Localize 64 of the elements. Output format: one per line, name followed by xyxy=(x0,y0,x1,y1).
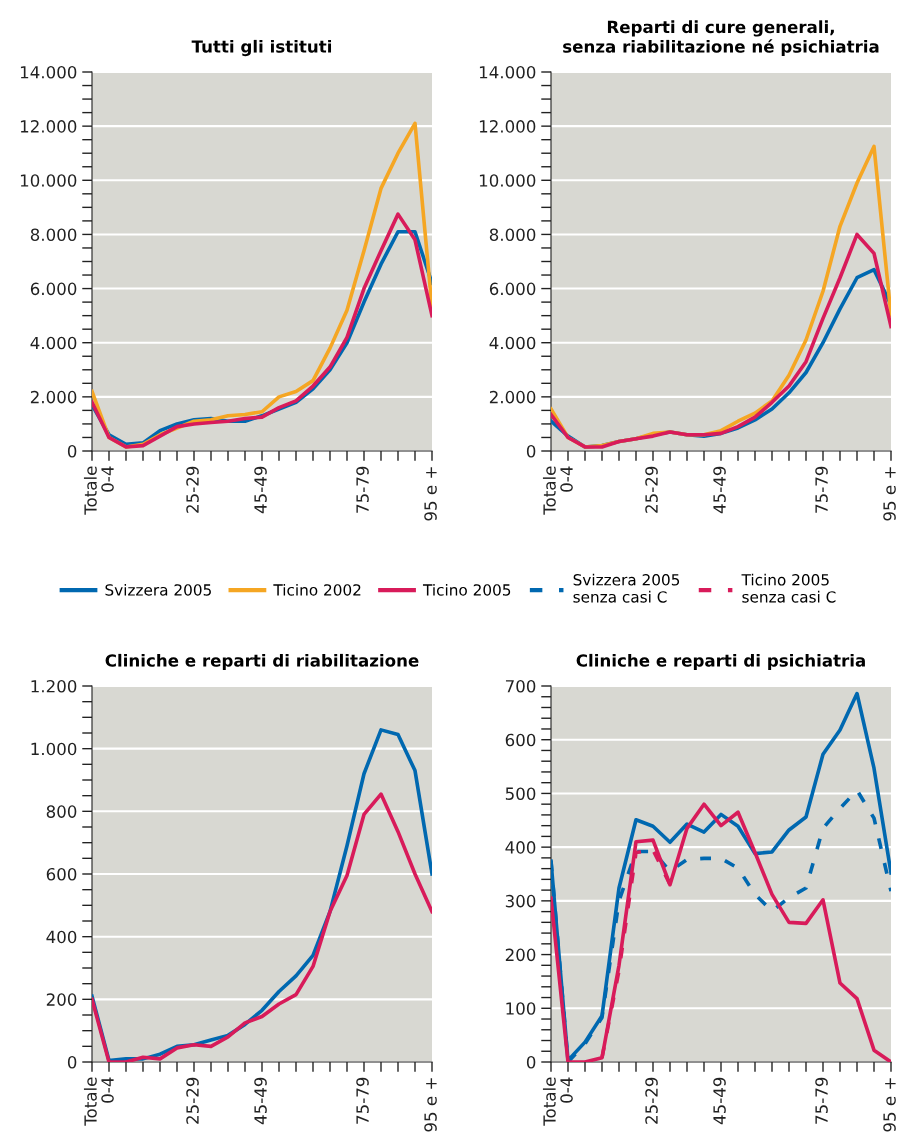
legend-label: Ticino 2005 xyxy=(422,583,511,596)
y-tick-label: 600 xyxy=(46,867,77,881)
legend-label: Ticino 2002 xyxy=(273,583,361,596)
x-tick-label: 45-49 xyxy=(254,1077,267,1125)
y-tick-label: 8.000 xyxy=(30,228,77,241)
y-tick-label: 0 xyxy=(526,1055,536,1069)
x-tick-label: 45-49 xyxy=(713,1077,726,1125)
chart-title: Cliniche e reparti di psichiatria xyxy=(576,653,865,671)
x-tick-label: 0-4 xyxy=(101,1077,114,1103)
y-tick-label: 6.000 xyxy=(30,282,77,296)
y-tick-label: 700 xyxy=(505,679,536,693)
y-tick-label: 600 xyxy=(505,733,536,747)
y-tick-label: 800 xyxy=(46,805,77,818)
chart-title: Tutti gli istituti xyxy=(191,39,332,57)
x-tick-label: 95 e + xyxy=(883,1078,896,1132)
y-tick-label: 4.000 xyxy=(489,336,536,350)
y-tick-label: 8.000 xyxy=(489,228,536,241)
legend-label: Svizzera 2005 xyxy=(105,583,211,596)
x-tick-label: 75-79 xyxy=(356,1077,369,1124)
y-tick-label: 100 xyxy=(506,1002,536,1015)
y-tick-label: 12.000 xyxy=(20,120,77,133)
x-tick-label: 0-4 xyxy=(101,466,114,492)
y-tick-label: 300 xyxy=(505,894,536,908)
x-tick-label: 75-79 xyxy=(815,466,828,513)
y-tick-label: 1.000 xyxy=(31,742,77,756)
y-tick-label: 0 xyxy=(67,444,77,458)
x-tick-label: 25-29 xyxy=(186,466,199,513)
y-tick-label: 400 xyxy=(505,841,536,854)
y-tick-label: 500 xyxy=(505,787,536,800)
y-tick-label: 400 xyxy=(46,930,77,944)
x-tick-label: 25-29 xyxy=(186,1077,199,1124)
x-tick-label: 25-29 xyxy=(645,1077,658,1124)
x-tick-label: 75-79 xyxy=(356,466,369,513)
y-tick-label: 0 xyxy=(526,444,536,458)
x-tick-label: Totale xyxy=(83,1077,97,1126)
x-tick-label: Totale xyxy=(83,466,97,515)
y-tick-label: 14.000 xyxy=(479,65,536,79)
x-tick-label: 0-4 xyxy=(560,1077,573,1103)
x-tick-label: Totale xyxy=(542,1077,556,1126)
x-tick-label: 75-79 xyxy=(815,1077,828,1124)
x-tick-label: 45-49 xyxy=(713,466,726,514)
x-tick-label: 95 e + xyxy=(424,1078,437,1132)
y-tick-label: 2.000 xyxy=(30,390,77,404)
y-tick-label: 14.000 xyxy=(20,65,77,79)
y-tick-label: 1.200 xyxy=(31,679,77,693)
x-tick-label: Totale xyxy=(542,466,556,515)
y-tick-label: 200 xyxy=(505,948,536,962)
y-tick-label: 200 xyxy=(46,993,77,1006)
y-tick-label: 12.000 xyxy=(479,120,536,133)
y-tick-label: 4.000 xyxy=(30,336,77,350)
y-tick-label: 10.000 xyxy=(20,174,77,187)
x-tick-label: 45-49 xyxy=(254,466,267,514)
y-tick-label: 2.000 xyxy=(489,390,536,404)
y-tick-label: 6.000 xyxy=(489,282,536,296)
x-tick-label: 0-4 xyxy=(560,466,573,492)
y-tick-label: 10.000 xyxy=(479,174,536,187)
chart-title: Reparti di cure generali, senza riabilitazione né psichiatria xyxy=(563,20,879,57)
x-tick-label: 95 e + xyxy=(424,467,437,521)
chart-title: Cliniche e reparti di riabilitazione xyxy=(105,653,419,671)
legend-label: Svizzera 2005 senza casi C xyxy=(573,573,680,603)
y-tick-label: 0 xyxy=(67,1055,77,1069)
x-tick-label: 95 e + xyxy=(883,467,896,521)
x-tick-label: 25-29 xyxy=(645,466,658,513)
legend-label: Ticino 2005 senza casi C xyxy=(741,573,836,603)
